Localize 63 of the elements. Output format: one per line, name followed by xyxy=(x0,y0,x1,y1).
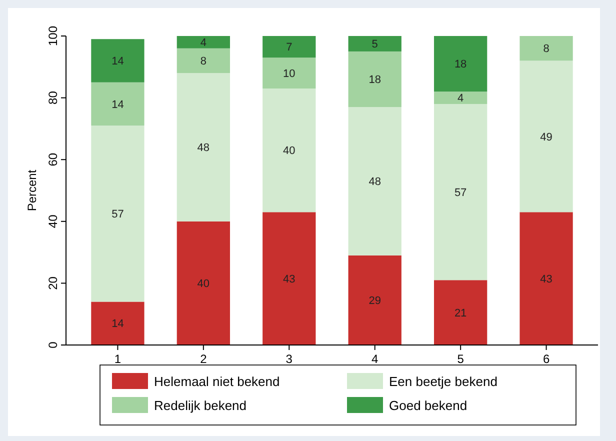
data-label: 4 xyxy=(200,37,206,50)
bar xyxy=(262,88,316,212)
data-label: 57 xyxy=(112,208,124,221)
bar xyxy=(262,212,316,345)
bar xyxy=(176,48,230,74)
bar xyxy=(91,39,144,82)
data-label: 40 xyxy=(283,145,296,158)
y-axis-title: Percent xyxy=(25,169,39,212)
bar xyxy=(348,255,402,345)
y-tick-label: 100 xyxy=(46,26,60,46)
data-label: 8 xyxy=(200,56,206,68)
data-label: 43 xyxy=(283,273,296,286)
y-tick-label: 0 xyxy=(46,341,60,348)
x-tick-label: 5 xyxy=(457,352,464,366)
y-tick-label: 20 xyxy=(46,276,60,290)
data-label: 14 xyxy=(112,98,124,111)
data-label: 49 xyxy=(540,131,552,144)
data-label: 4 xyxy=(458,92,464,105)
legend-label: Goed bekend xyxy=(389,398,468,413)
x-tick-label: 1 xyxy=(114,352,122,366)
bar xyxy=(348,51,402,108)
bar xyxy=(176,73,230,222)
data-label: 14 xyxy=(112,318,124,330)
data-label: 10 xyxy=(283,68,296,80)
bar xyxy=(434,36,488,92)
data-label: 18 xyxy=(368,74,381,86)
bar xyxy=(520,36,573,61)
x-tick-label: 6 xyxy=(542,352,550,366)
bar xyxy=(520,212,573,345)
x-tick-label: 3 xyxy=(286,352,293,366)
x-tick-label: 2 xyxy=(200,352,208,366)
data-label: 14 xyxy=(112,56,124,68)
bar xyxy=(176,36,230,48)
bar xyxy=(348,36,402,52)
data-label: 21 xyxy=(454,307,467,320)
y-tick-label: 40 xyxy=(46,214,60,228)
bar xyxy=(434,92,488,104)
bar xyxy=(91,302,144,345)
data-label: 48 xyxy=(368,176,381,188)
y-tick-label: 60 xyxy=(46,152,60,166)
data-label: 5 xyxy=(372,38,378,51)
legend-label: Helemaal niet bekend xyxy=(154,374,280,389)
bar xyxy=(262,36,316,58)
bar xyxy=(91,126,144,302)
data-label: 8 xyxy=(543,43,550,56)
data-label: 43 xyxy=(540,273,552,286)
bar xyxy=(520,60,573,212)
x-tick-label: 4 xyxy=(372,352,379,366)
data-label: 29 xyxy=(368,295,381,308)
data-label: 18 xyxy=(454,58,467,71)
data-label: 40 xyxy=(197,278,210,290)
bar xyxy=(348,107,402,256)
legend-label: Redelijk bekend xyxy=(154,398,247,413)
bar xyxy=(91,82,144,126)
legend-label: Een beetje bekend xyxy=(389,374,498,389)
bar xyxy=(262,58,316,89)
data-label: 57 xyxy=(454,186,467,199)
bar xyxy=(434,104,488,280)
bar xyxy=(176,221,230,345)
y-tick-label: 80 xyxy=(46,90,60,104)
data-label: 48 xyxy=(197,142,210,154)
bar xyxy=(434,280,488,345)
data-label: 7 xyxy=(286,42,292,54)
